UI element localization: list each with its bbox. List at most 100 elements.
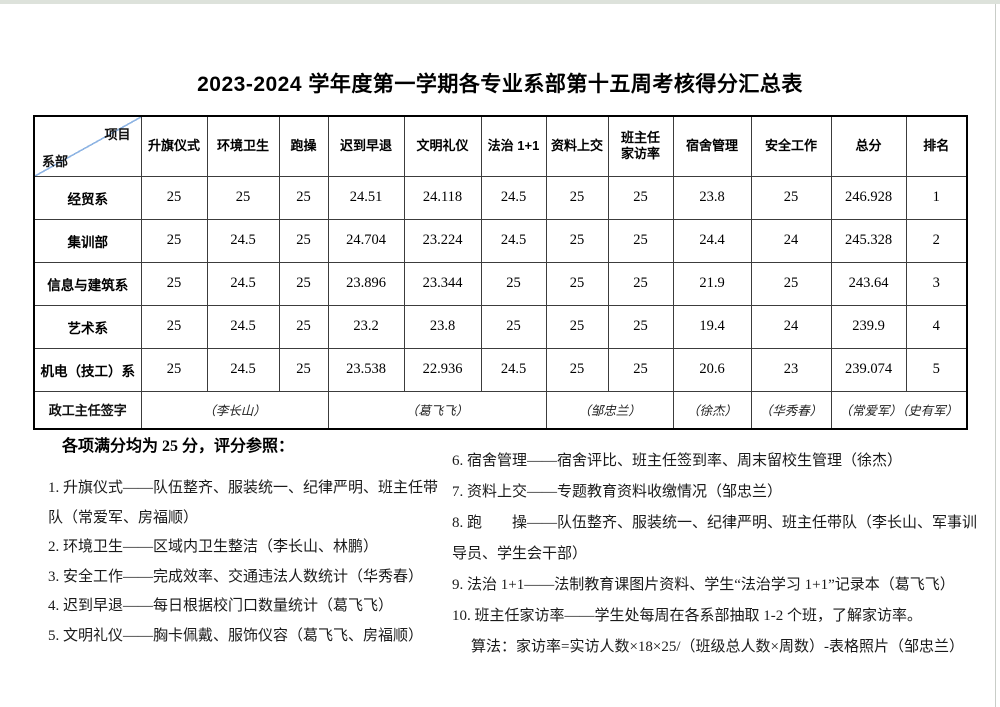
score-cell: 25: [480, 261, 547, 306]
rank-cell: 4: [905, 304, 968, 349]
column-header-rank: 排名: [905, 115, 968, 177]
score-cell: 25: [545, 261, 609, 306]
score-cell: 25: [480, 304, 547, 349]
score-cell: 25: [140, 218, 208, 263]
corner-label-department: 系部: [42, 153, 69, 169]
table-row-yishu: 艺术系 25 24.5 25 23.2 23.8 25 25 25 19.4 2…: [33, 304, 968, 349]
score-cell: 25: [140, 304, 208, 349]
score-cell: 23.344: [403, 261, 482, 306]
score-cell: 25: [140, 261, 208, 306]
column-header-home-visit: 班主任家访率: [607, 115, 674, 177]
note-item-7: 7. 资料上交——专题教育资料收缴情况（邹忠兰）: [452, 484, 783, 500]
note-item-9: 9. 法治 1+1——法制教育课图片资料、学生“法治学习 1+1”记录本（葛飞飞…: [452, 577, 955, 593]
score-cell: 25: [206, 175, 280, 220]
dept-label: 集训部: [33, 218, 142, 263]
column-header-safety: 安全工作: [750, 115, 832, 177]
total-cell: 243.64: [830, 261, 907, 306]
score-cell: 25: [607, 175, 674, 220]
dept-label: 机电（技工）系: [33, 347, 142, 392]
score-cell: 25: [607, 347, 674, 392]
score-cell: 24.4: [672, 218, 752, 263]
score-cell: 25: [750, 175, 832, 220]
signature-cell: （华秀春）: [750, 390, 832, 430]
score-cell: 23.538: [327, 347, 405, 392]
table-row-jidian: 机电（技工）系 25 24.5 25 23.538 22.936 24.5 25…: [33, 347, 968, 392]
score-cell: 25: [750, 261, 832, 306]
score-cell: 21.9: [672, 261, 752, 306]
score-cell: 25: [278, 347, 329, 392]
total-cell: 239.9: [830, 304, 907, 349]
note-item-2: 2. 环境卫生——区域内卫生整洁（李长山、林鹏）: [48, 539, 379, 555]
score-cell: 25: [140, 175, 208, 220]
score-cell: 25: [545, 218, 609, 263]
score-cell: 24.704: [327, 218, 405, 263]
score-cell: 24.5: [206, 347, 280, 392]
score-cell: 25: [607, 261, 674, 306]
signature-cell: （邹忠兰）: [545, 390, 674, 430]
score-cell: 23.8: [403, 304, 482, 349]
score-table: 项目 系部 升旗仪式 环境卫生 跑操 迟到早退 文明礼仪 法治 1+1 资料上交…: [33, 115, 968, 430]
page-top-edge: [0, 0, 1000, 4]
column-header-dormitory: 宿舍管理: [672, 115, 752, 177]
note-item-1: 1. 升旗仪式——队伍整齐、服装统一、纪律严明、班主任带队（常爱军、房福顺）: [48, 480, 439, 526]
column-header-flag-ceremony: 升旗仪式: [140, 115, 208, 177]
score-cell: 25: [545, 175, 609, 220]
score-cell: 25: [607, 218, 674, 263]
page-title: 2023-2024 学年度第一学期各专业系部第十五周考核得分汇总表: [197, 73, 803, 96]
score-cell: 24: [750, 218, 832, 263]
note-item-6: 6. 宿舍管理——宿舍评比、班主任签到率、周末留校生管理（徐杰）: [452, 453, 903, 469]
score-cell: 24.5: [206, 304, 280, 349]
score-cell: 25: [140, 347, 208, 392]
note-item-10: 10. 班主任家访率——学生处每周在各系部抽取 1-2 个班，了解家访率。: [452, 608, 922, 624]
column-header-running: 跑操: [278, 115, 329, 177]
notes-heading: 各项满分均为 25 分，评分参照：: [62, 438, 295, 455]
score-cell: 25: [278, 304, 329, 349]
column-header-environment: 环境卫生: [206, 115, 280, 177]
note-item-10-algorithm: 算法：家访率=实访人数×18×25/（班级总人数×周数）-表格照片（邹忠兰）: [471, 639, 965, 655]
score-cell: 24.5: [206, 261, 280, 306]
notes-right-column: 6. 宿舍管理——宿舍评比、班主任签到率、周末留校生管理（徐杰） 7. 资料上交…: [452, 446, 990, 663]
score-cell: 24.5: [480, 175, 547, 220]
signature-cell: （徐杰）: [672, 390, 752, 430]
dept-label: 艺术系: [33, 304, 142, 349]
score-cell: 23.224: [403, 218, 482, 263]
table-row-jixun: 集训部 25 24.5 25 24.704 23.224 24.5 25 25 …: [33, 218, 968, 263]
dept-label: 经贸系: [33, 175, 142, 220]
score-cell: 19.4: [672, 304, 752, 349]
score-cell: 23.2: [327, 304, 405, 349]
rank-cell: 3: [905, 261, 968, 306]
column-header-tardiness: 迟到早退: [327, 115, 405, 177]
column-header-materials: 资料上交: [545, 115, 609, 177]
score-cell: 25: [607, 304, 674, 349]
score-cell: 24.118: [403, 175, 482, 220]
column-header-total: 总分: [830, 115, 907, 177]
column-header-etiquette: 文明礼仪: [403, 115, 482, 177]
signature-cell: （葛飞飞）: [327, 390, 547, 430]
score-cell: 24.5: [206, 218, 280, 263]
score-cell: 24.51: [327, 175, 405, 220]
dept-label: 信息与建筑系: [33, 261, 142, 306]
header-row: 项目 系部 升旗仪式 环境卫生 跑操 迟到早退 文明礼仪 法治 1+1 资料上交…: [33, 115, 968, 177]
total-cell: 245.328: [830, 218, 907, 263]
score-cell: 25: [545, 347, 609, 392]
score-cell: 23: [750, 347, 832, 392]
total-cell: 246.928: [830, 175, 907, 220]
score-cell: 23.896: [327, 261, 405, 306]
signature-cell: （李长山）: [140, 390, 329, 430]
rank-cell: 1: [905, 175, 968, 220]
note-item-5: 5. 文明礼仪——胸卡佩戴、服饰仪容（葛飞飞、房福顺）: [48, 627, 424, 644]
signature-cell: （常爱军）（史有军）: [830, 390, 968, 430]
note-item-4: 4. 迟到早退——每日根据校门口数量统计（葛飞飞）: [48, 598, 394, 614]
score-cell: 24: [750, 304, 832, 349]
score-cell: 22.936: [403, 347, 482, 392]
note-item-8: 8. 跑 操——队伍整齐、服装统一、纪律严明、班主任带队（李长山、军事训导员、学…: [452, 515, 978, 562]
corner-cell: 项目 系部: [33, 115, 142, 177]
total-cell: 239.074: [830, 347, 907, 392]
corner-label-project: 项目: [104, 127, 131, 142]
column-header-law: 法治 1+1: [480, 115, 547, 177]
score-cell: 23.8: [672, 175, 752, 220]
signature-row-label: 政工主任签字: [33, 390, 142, 430]
note-item-3: 3. 安全工作——完成效率、交通违法人数统计（华秀春）: [48, 568, 424, 585]
score-cell: 25: [278, 218, 329, 263]
